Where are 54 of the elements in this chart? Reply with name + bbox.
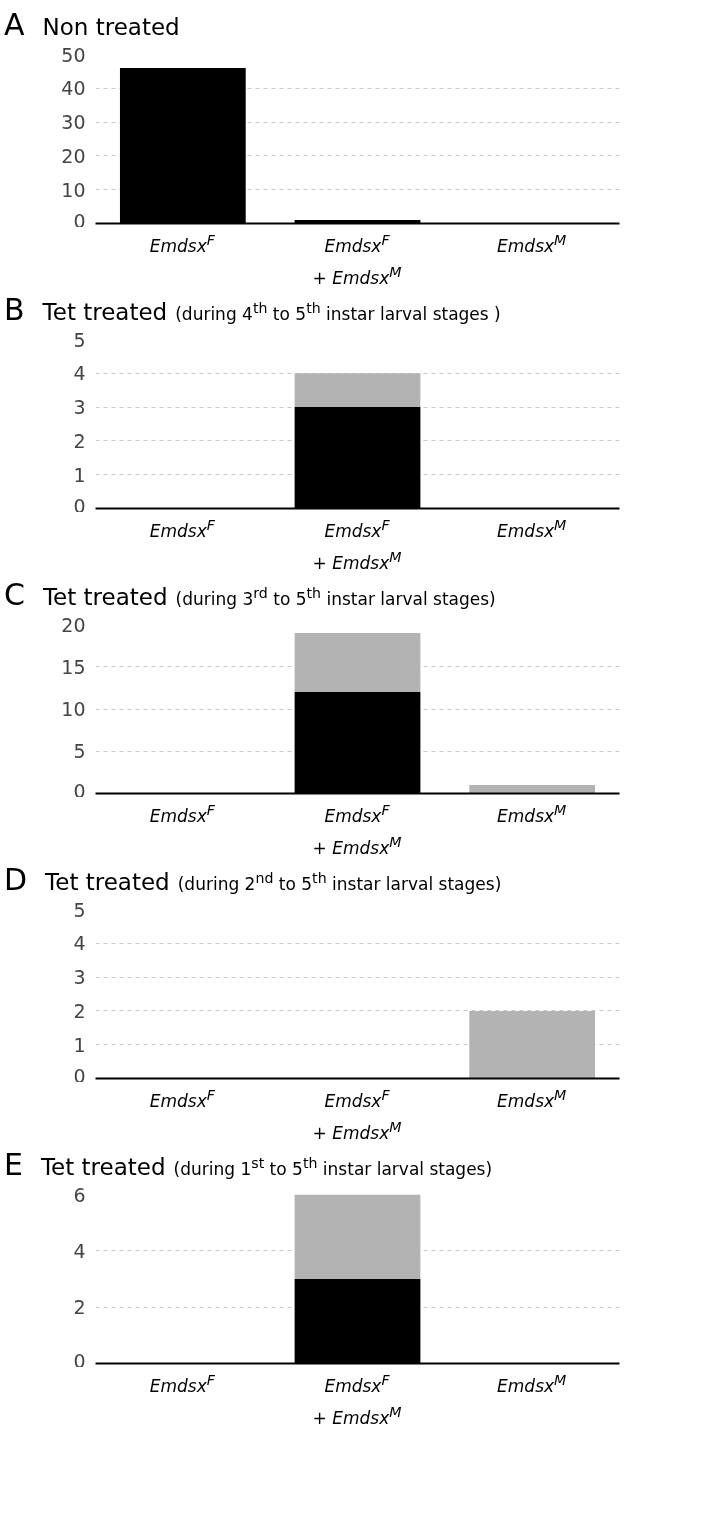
y-tick-label: 1 bbox=[73, 1033, 86, 1056]
y-tick-label: 0 bbox=[73, 209, 86, 232]
x-tick-label: Emdsx$^{F}$ bbox=[149, 1371, 215, 1398]
y-tick-label: 2 bbox=[73, 999, 86, 1022]
x-tick-label: Emdsx$^{F}$ bbox=[149, 1086, 215, 1113]
y-tick-label: 15 bbox=[61, 655, 86, 678]
y-tick-label: 5 bbox=[73, 328, 86, 351]
x-tick-label: Emdsx$^{M}$ bbox=[497, 1371, 567, 1398]
x-tick-label: Emdsx$^{F}$ bbox=[149, 801, 215, 828]
x-tick-label: Emdsx$^{M}$ bbox=[497, 1086, 567, 1113]
chart-subtitle: (during 2$^{nd}$ to 5$^{th}$ instar larval stages) bbox=[177, 870, 502, 894]
y-tick-label: 5 bbox=[73, 740, 86, 763]
category-label: Emdsx$^{F}$ + Emdsx$^{M}$ bbox=[312, 1372, 402, 1428]
y-tick-label: 0 bbox=[73, 494, 86, 517]
y-tick-label: 50 bbox=[61, 43, 86, 66]
y-tick-label: 2 bbox=[73, 429, 86, 452]
chart-title: Tet treated bbox=[45, 869, 170, 895]
x-tick-label: Emdsx$^{M}$ bbox=[497, 516, 567, 543]
y-tick-label: 2 bbox=[73, 1296, 86, 1319]
y-tick-label: 20 bbox=[61, 613, 86, 636]
x-tick-label: Emdsx$^{M}$ bbox=[497, 801, 567, 828]
chart-subtitle: (during 1$^{st}$ to 5$^{th}$ instar larval stages) bbox=[173, 1155, 493, 1179]
y-tick-label: 3 bbox=[73, 966, 86, 989]
y-tick-label: 0 bbox=[73, 1064, 86, 1087]
y-tick-label: 4 bbox=[73, 362, 86, 385]
y-tick-label: 40 bbox=[61, 77, 86, 100]
x-tick-label: Emdsx$^{F}$ bbox=[149, 231, 215, 258]
y-tick-label: 4 bbox=[73, 1239, 86, 1262]
text: A bbox=[4, 7, 25, 42]
y-tick-label: 30 bbox=[61, 111, 86, 134]
y-tick-label: 6 bbox=[73, 1183, 86, 1206]
y-tick-label: 5 bbox=[73, 898, 86, 921]
chart-subtitle: (during 3$^{rd}$ to 5$^{th}$ instar larval stages) bbox=[175, 585, 496, 609]
y-tick-label: 4 bbox=[73, 932, 86, 955]
y-tick-label: 10 bbox=[61, 178, 86, 201]
chart-title: Tet treated bbox=[42, 584, 168, 610]
y-tick-label: 0 bbox=[73, 779, 86, 802]
chart-title: Tet treated bbox=[42, 299, 168, 325]
x-tick-label: Emdsx$^{M}$ bbox=[497, 231, 567, 258]
y-tick-label: 0 bbox=[73, 1349, 86, 1372]
y-tick-label: 3 bbox=[73, 396, 86, 419]
text: B bbox=[4, 292, 25, 327]
y-tick-label: 1 bbox=[73, 463, 86, 486]
x-tick-label: Emdsx$^{F}$ bbox=[149, 516, 215, 543]
chart-title: Tet treated bbox=[40, 1154, 166, 1180]
y-tick-label: 20 bbox=[61, 144, 86, 167]
bar bbox=[469, 785, 596, 794]
y-tick-label: 10 bbox=[61, 698, 86, 720]
chart-subtitle: (during 4$^{th}$ to 5$^{th}$ instar larval stages ) bbox=[175, 300, 501, 324]
chart-title: Non treated bbox=[42, 14, 180, 40]
text: C bbox=[4, 577, 25, 612]
text: D bbox=[4, 862, 28, 897]
text: E bbox=[4, 1147, 23, 1182]
bar bbox=[294, 632, 421, 693]
